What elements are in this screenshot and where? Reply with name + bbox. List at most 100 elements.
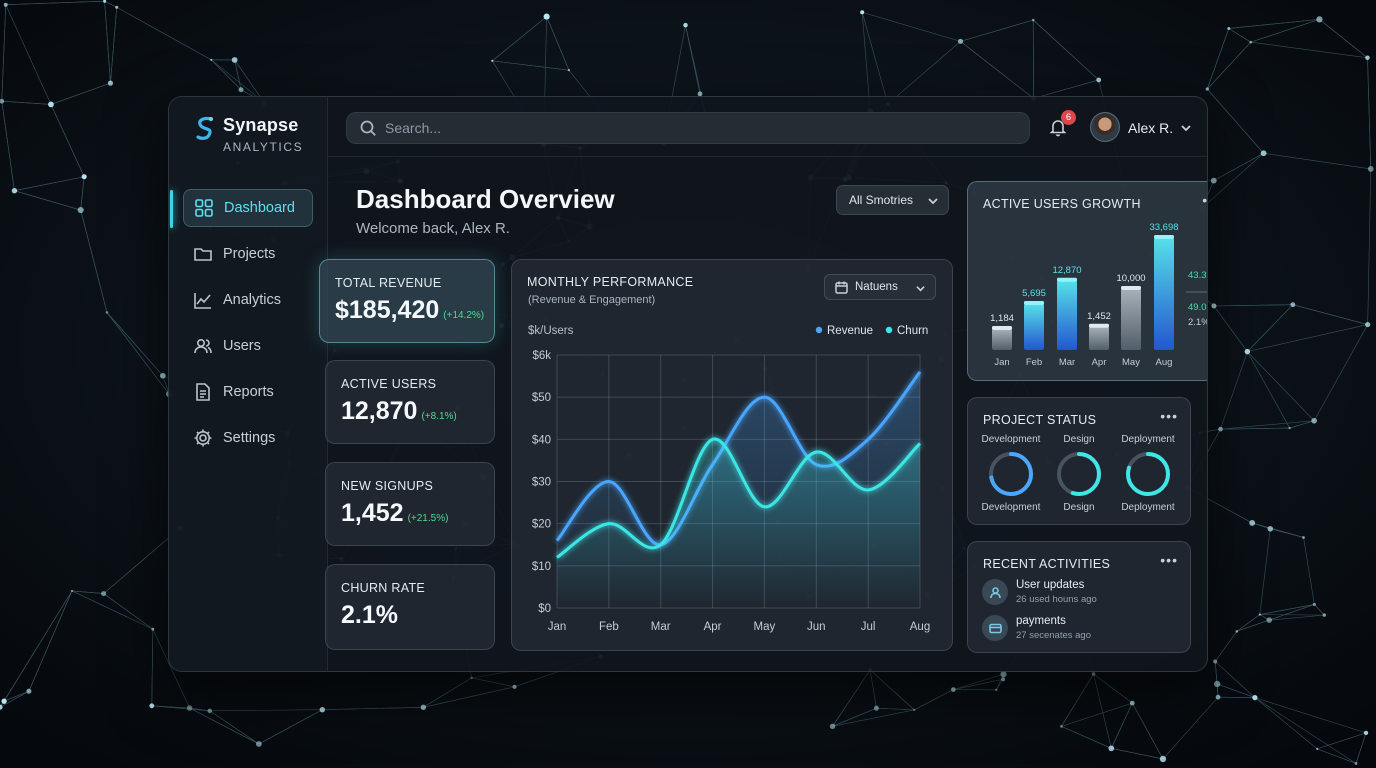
sidebar-item-projects[interactable]: Projects xyxy=(183,235,313,273)
activity-title[interactable]: payments xyxy=(1016,615,1066,627)
network-node xyxy=(1000,671,1007,678)
stat-number: $185,420 xyxy=(335,296,440,324)
stat-value: 1,452 (+21.5%) xyxy=(341,499,448,528)
network-line xyxy=(209,710,260,745)
category-filter-dropdown[interactable]: All Smotries xyxy=(836,185,949,215)
sidebar-item-analytics[interactable]: Analytics xyxy=(183,281,313,319)
network-node xyxy=(470,676,473,680)
network-node xyxy=(683,22,688,28)
network-line xyxy=(1247,304,1294,352)
network-line xyxy=(1355,732,1367,764)
network-line xyxy=(211,59,242,90)
network-line xyxy=(1259,528,1271,615)
page-title: Dashboard Overview xyxy=(356,184,615,214)
network-line xyxy=(1206,28,1230,90)
stat-card-new-signups[interactable]: NEW SIGNUPS 1,452 (+21.5%) xyxy=(325,462,495,546)
network-node xyxy=(1227,27,1231,30)
network-node xyxy=(1363,730,1369,736)
stat-change: (+14.2%) xyxy=(443,310,485,321)
network-line xyxy=(1314,604,1325,616)
sidebar-item-settings[interactable]: Settings xyxy=(183,419,313,457)
network-line xyxy=(1214,661,1218,684)
network-line xyxy=(914,689,954,711)
network-node xyxy=(697,91,703,97)
network-line xyxy=(106,312,164,376)
chevron-down-icon[interactable] xyxy=(1180,122,1192,134)
bar-value-label: 1,452 xyxy=(1087,311,1111,322)
notifications-button[interactable] xyxy=(1048,117,1068,137)
ring-top-label: Deployment xyxy=(1121,434,1175,445)
stat-label: ACTIVE USERS xyxy=(341,377,437,391)
network-node xyxy=(151,627,155,631)
network-line xyxy=(1033,79,1099,99)
network-line xyxy=(1313,324,1368,421)
network-line xyxy=(960,19,1034,42)
network-line xyxy=(832,669,871,727)
stat-card-churn-rate[interactable]: CHURN RATE 2.1% xyxy=(325,564,495,650)
monthly-performance-card: MONTHLY PERFORMANCE (Revenue & Engagemen… xyxy=(511,259,953,651)
network-line xyxy=(1236,619,1270,632)
stat-change: (+8.1%) xyxy=(421,411,457,422)
sidebar-item-users[interactable]: Users xyxy=(183,327,313,365)
network-line xyxy=(1263,152,1371,170)
network-line xyxy=(1220,351,1248,430)
network-line xyxy=(832,669,871,727)
network-line xyxy=(1247,304,1294,352)
network-line xyxy=(0,590,73,708)
network-line xyxy=(1202,153,1264,209)
search-icon xyxy=(360,120,376,136)
top-bar: Search... 6 Alex R. xyxy=(328,97,1207,157)
network-line xyxy=(1236,614,1260,632)
sidebar-item-reports[interactable]: Reports xyxy=(183,373,313,411)
x-tick-label: Mar xyxy=(1059,357,1075,368)
stat-label: CHURN RATE xyxy=(341,581,426,595)
network-line xyxy=(189,707,260,745)
network-line xyxy=(189,707,260,745)
range-dropdown[interactable]: Natuens xyxy=(824,274,936,300)
user-name[interactable]: Alex R. xyxy=(1128,120,1174,136)
network-line xyxy=(162,375,170,395)
network-line xyxy=(832,709,915,727)
search-bar[interactable]: Search... xyxy=(346,112,1030,144)
network-line xyxy=(104,0,117,8)
legend-dot xyxy=(885,326,893,334)
network-line xyxy=(996,679,1004,690)
avatar[interactable] xyxy=(1090,112,1120,142)
network-node xyxy=(3,2,8,7)
more-options-icon[interactable]: ••• xyxy=(1160,408,1178,424)
bar-may xyxy=(1121,288,1141,350)
network-line xyxy=(1269,614,1325,621)
network-line xyxy=(1214,631,1238,662)
sidebar-item-label: Dashboard xyxy=(224,200,295,216)
bar-jan xyxy=(992,329,1012,350)
network-line xyxy=(50,104,85,177)
activity-title[interactable]: User updates xyxy=(1016,579,1085,591)
network-node xyxy=(1249,519,1256,526)
network-line xyxy=(1132,702,1164,760)
network-line xyxy=(862,11,961,42)
chevron-down-icon xyxy=(928,198,938,205)
gear-icon xyxy=(194,429,212,447)
ring-progress xyxy=(989,452,1033,496)
network-line xyxy=(471,677,515,688)
network-line xyxy=(209,710,260,745)
brand-subtitle: ANALYTICS xyxy=(223,140,304,154)
network-line xyxy=(1250,41,1368,59)
network-node xyxy=(1365,55,1370,61)
sidebar-item-dashboard[interactable]: Dashboard xyxy=(170,189,313,228)
network-node xyxy=(1302,536,1305,539)
network-node xyxy=(1091,672,1096,676)
stat-card-active-users[interactable]: ACTIVE USERS 12,870 (+8.1%) xyxy=(325,360,495,444)
card-title: PROJECT STATUS xyxy=(983,413,1097,427)
network-node xyxy=(913,708,916,712)
network-line xyxy=(492,60,569,71)
network-node xyxy=(1290,302,1296,308)
network-line xyxy=(322,706,424,710)
more-options-icon[interactable]: ••• xyxy=(1160,552,1178,568)
search-input[interactable]: Search... xyxy=(385,120,442,136)
network-node xyxy=(231,57,238,63)
stat-card-total-revenue[interactable]: TOTAL REVENUE $185,420 (+14.2%) xyxy=(319,259,495,343)
network-line xyxy=(1093,673,1133,704)
network-line xyxy=(1033,79,1099,99)
more-options-icon[interactable]: ••• xyxy=(1202,192,1208,208)
